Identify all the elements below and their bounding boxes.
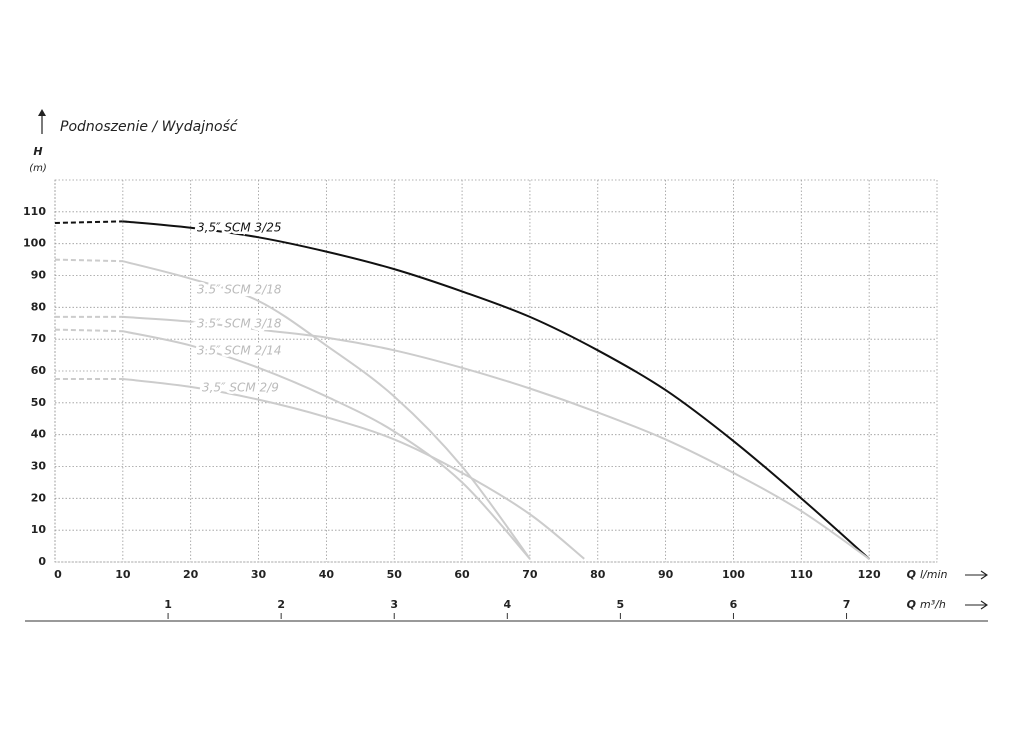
y-tick-label: 60 <box>31 364 47 377</box>
x2-tick-label: 6 <box>730 598 738 611</box>
curve-label: 3.5″ SCM 3/18 <box>197 317 282 331</box>
y-tick-label: 110 <box>23 205 46 218</box>
curve <box>122 377 585 560</box>
curve-dashed <box>54 220 123 224</box>
x-axis-symbol: Q <box>907 568 916 581</box>
curve <box>122 260 531 560</box>
curve <box>122 220 870 560</box>
y-tick-label: 30 <box>31 460 47 473</box>
curve-label: 3.5″ SCM 2/14 <box>197 344 282 358</box>
curve-label: 3,5″ SCM 2/9 <box>202 381 279 395</box>
curve <box>122 330 531 560</box>
x2-arrow <box>965 600 988 610</box>
curve-dashed <box>54 328 123 333</box>
x2-tick-label: 3 <box>390 598 398 611</box>
curve <box>122 315 870 560</box>
x-arrow <box>965 570 988 580</box>
x2-tick-label: 1 <box>164 598 172 611</box>
x-tick-label: 30 <box>251 568 267 581</box>
x-axis-unit: l/min <box>920 568 948 581</box>
x-tick-label: 90 <box>658 568 674 581</box>
y-tick-label: 40 <box>31 428 47 441</box>
curve-label: 3,5″ SCM 3/25 <box>197 221 282 235</box>
y-tick-label: 0 <box>38 555 46 568</box>
curve-label: 3.5″ SCM 2/18 <box>197 283 282 297</box>
y-tick-label: 100 <box>23 237 46 250</box>
y-tick-label: 10 <box>31 523 47 536</box>
x-tick-label: 70 <box>522 568 538 581</box>
x-tick-label: 20 <box>183 568 199 581</box>
x2-tick-label: 7 <box>843 598 851 611</box>
x-tick-label: 80 <box>590 568 606 581</box>
x-tick-label: 110 <box>790 568 813 581</box>
y-tick-label: 80 <box>31 300 47 313</box>
y-tick-label: 70 <box>31 332 47 345</box>
chart-title: Podnoszenie / Wydajność <box>60 119 239 135</box>
x-tick-label: 50 <box>387 568 403 581</box>
x-tick-label: 120 <box>858 568 881 581</box>
x-tick-label: 60 <box>454 568 470 581</box>
x2-axis-symbol: Q <box>907 598 916 611</box>
y-tick-label: 90 <box>31 269 47 282</box>
y-axis-symbol: H <box>33 145 42 158</box>
x2-tick-label: 2 <box>277 598 285 611</box>
y-arrow-head <box>38 109 46 116</box>
x-tick-label: 100 <box>722 568 745 581</box>
y-axis-unit: (m) <box>29 163 47 174</box>
curve-dashed <box>54 258 123 263</box>
y-tick-label: 50 <box>31 396 47 409</box>
x-tick-label: 40 <box>319 568 335 581</box>
x2-axis-unit: m³/h <box>920 598 946 611</box>
x-tick-label: 0 <box>54 568 62 581</box>
y-tick-label: 20 <box>31 491 47 504</box>
x2-tick-label: 5 <box>617 598 625 611</box>
x2-tick-label: 4 <box>503 598 511 611</box>
x-tick-label: 10 <box>115 568 131 581</box>
